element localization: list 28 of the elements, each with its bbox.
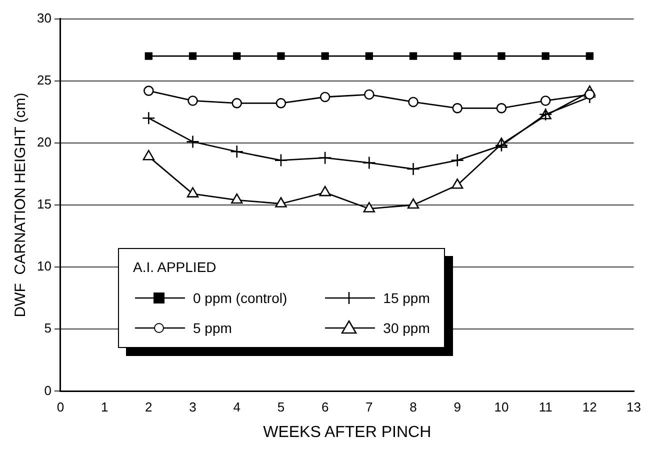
y-tick-label: 25 [36, 72, 52, 88]
y-tick-label: 10 [36, 258, 52, 274]
y-tick-label: 20 [36, 134, 52, 150]
x-tick-label: 7 [366, 400, 373, 415]
legend-label: 0 ppm (control) [193, 290, 288, 306]
x-tick-label: 5 [277, 400, 285, 415]
x-tick-label: 3 [189, 400, 196, 415]
y-tick-label: 5 [44, 320, 52, 336]
x-tick-label: 12 [582, 400, 597, 415]
x-axis-title: WEEKS AFTER PINCH [263, 424, 432, 441]
legend-label: 5 ppm [193, 320, 232, 336]
x-tick-label: 4 [233, 400, 240, 415]
legend-title: A.I. APPLIED [133, 259, 218, 275]
x-tick-label: 2 [145, 400, 152, 415]
x-tick-label: 9 [454, 400, 461, 415]
y-axis-title: DWF CARNATION HEIGHT (cm) [12, 92, 30, 318]
y-tick-label: 15 [36, 196, 52, 212]
y-tick-label: 0 [44, 382, 52, 398]
x-tick-label: 8 [410, 400, 417, 415]
legend-label: 15 ppm [383, 290, 430, 306]
legend-label: 30 ppm [383, 320, 430, 336]
x-tick-label: 6 [321, 400, 329, 415]
x-tick-label: 13 [626, 400, 642, 415]
x-tick-label: 11 [538, 400, 552, 415]
x-tick-label: 0 [56, 400, 64, 415]
y-tick-label: 30 [36, 10, 52, 26]
x-tick-label: 1 [100, 400, 108, 415]
x-tick-label: 10 [494, 400, 509, 415]
